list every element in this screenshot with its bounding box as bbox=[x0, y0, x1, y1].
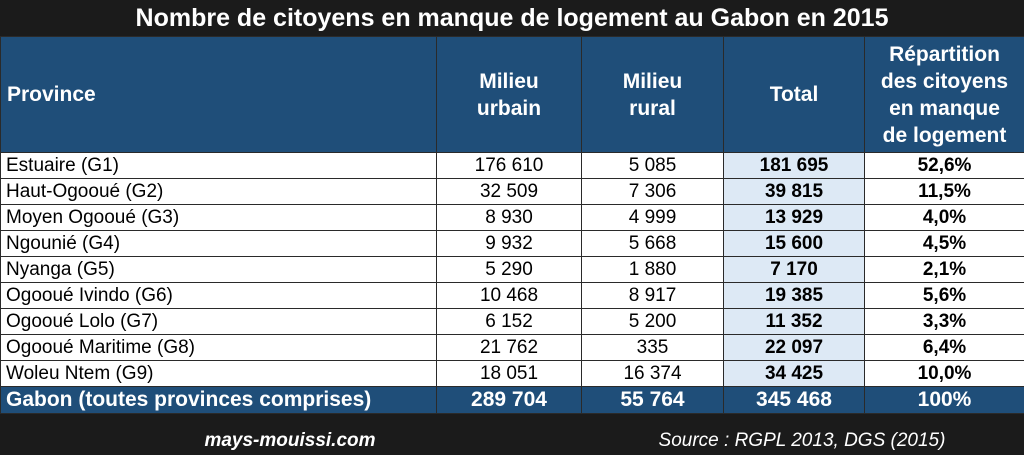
cell-urbain: 21 762 bbox=[436, 334, 582, 361]
cell-share: 6,4% bbox=[864, 334, 1024, 361]
table-row: Estuaire (G1) 176 610 5 085 181 695 52,6… bbox=[0, 152, 1024, 179]
table-row: Woleu Ntem (G9) 18 051 16 374 34 425 10,… bbox=[0, 360, 1024, 387]
cell-rural: 1 880 bbox=[581, 256, 724, 283]
cell-rural: 335 bbox=[581, 334, 724, 361]
cell-province: Ogooué Ivindo (G6) bbox=[0, 282, 437, 309]
cell-rural: 8 917 bbox=[581, 282, 724, 309]
cell-total: 34 425 bbox=[723, 360, 865, 387]
cell-province: Ogooué Lolo (G7) bbox=[0, 308, 437, 335]
cell-urbain: 5 290 bbox=[436, 256, 582, 283]
cell-province: Haut-Ogooué (G2) bbox=[0, 178, 437, 205]
cell-urbain: 8 930 bbox=[436, 204, 582, 231]
totals-row: Gabon (toutes provinces comprises) 289 7… bbox=[0, 386, 1024, 414]
cell-rural: 5 085 bbox=[581, 152, 724, 179]
cell-share: 2,1% bbox=[864, 256, 1024, 283]
cell-total: 22 097 bbox=[723, 334, 865, 361]
cell-share: 4,0% bbox=[864, 204, 1024, 231]
column-header-total: Total bbox=[723, 36, 865, 153]
cell-urbain: 176 610 bbox=[436, 152, 582, 179]
cell-province: Nyanga (G5) bbox=[0, 256, 437, 283]
page-title: Nombre de citoyens en manque de logement… bbox=[135, 4, 889, 32]
cell-province: Woleu Ntem (G9) bbox=[0, 360, 437, 387]
column-header-share-line-1: Répartition bbox=[889, 42, 1000, 66]
column-header-urbain: Milieu urbain bbox=[436, 36, 582, 153]
column-header-urbain-line-1: Milieu bbox=[479, 69, 539, 93]
cell-rural: 7 306 bbox=[581, 178, 724, 205]
cell-total: 181 695 bbox=[723, 152, 865, 179]
cell-share: 3,3% bbox=[864, 308, 1024, 335]
cell-share: 10,0% bbox=[864, 360, 1024, 387]
column-header-share-line-2: des citoyens bbox=[880, 69, 1009, 93]
cell-province: Ngounié (G4) bbox=[0, 230, 437, 257]
column-header-rural: Milieu rural bbox=[581, 36, 724, 153]
cell-urbain: 10 468 bbox=[436, 282, 582, 309]
cell-total: 15 600 bbox=[723, 230, 865, 257]
column-header-share-line-4: de logement bbox=[882, 123, 1007, 147]
table-row: Haut-Ogooué (G2) 32 509 7 306 39 815 11,… bbox=[0, 178, 1024, 205]
table-row: Ogooué Ivindo (G6) 10 468 8 917 19 385 5… bbox=[0, 282, 1024, 309]
column-header-urbain-line-2: urbain bbox=[476, 96, 542, 120]
cell-province: Ogooué Maritime (G8) bbox=[0, 334, 437, 361]
cell-share: 52,6% bbox=[864, 152, 1024, 179]
totals-rural: 55 764 bbox=[581, 386, 724, 414]
cell-urbain: 9 932 bbox=[436, 230, 582, 257]
column-header-rural-line-1: Milieu bbox=[622, 69, 683, 93]
table-row: Moyen Ogooué (G3) 8 930 4 999 13 929 4,0… bbox=[0, 204, 1024, 231]
cell-total: 11 352 bbox=[723, 308, 865, 335]
column-header-province: Province bbox=[0, 36, 437, 153]
cell-total: 19 385 bbox=[723, 282, 865, 309]
cell-total: 7 170 bbox=[723, 256, 865, 283]
table-row: Ngounié (G4) 9 932 5 668 15 600 4,5% bbox=[0, 230, 1024, 257]
totals-share: 100% bbox=[864, 386, 1024, 414]
cell-rural: 4 999 bbox=[581, 204, 724, 231]
cell-share: 4,5% bbox=[864, 230, 1024, 257]
data-table: Province Milieu urbain Milieu rural Tota… bbox=[0, 36, 1024, 414]
cell-province: Moyen Ogooué (G3) bbox=[0, 204, 437, 231]
column-header-share-line-3: en manque bbox=[889, 96, 1000, 120]
column-header-share: Répartition des citoyens en manque de lo… bbox=[864, 36, 1024, 153]
cell-rural: 16 374 bbox=[581, 360, 724, 387]
column-header-rural-line-2: rural bbox=[629, 96, 676, 120]
totals-province: Gabon (toutes provinces comprises) bbox=[0, 386, 437, 414]
table-row: Ogooué Lolo (G7) 6 152 5 200 11 352 3,3% bbox=[0, 308, 1024, 335]
cell-share: 11,5% bbox=[864, 178, 1024, 205]
cell-rural: 5 200 bbox=[581, 308, 724, 335]
cell-urbain: 18 051 bbox=[436, 360, 582, 387]
cell-total: 39 815 bbox=[723, 178, 865, 205]
cell-province: Estuaire (G1) bbox=[0, 152, 437, 179]
totals-urbain: 289 704 bbox=[436, 386, 582, 414]
footer: mays-mouissi.com Source : RGPL 2013, DGS… bbox=[0, 427, 1024, 455]
cell-urbain: 6 152 bbox=[436, 308, 582, 335]
source-note: Source : RGPL 2013, DGS (2015) bbox=[658, 430, 946, 451]
cell-rural: 5 668 bbox=[581, 230, 724, 257]
totals-total: 345 468 bbox=[723, 386, 865, 414]
table-row: Nyanga (G5) 5 290 1 880 7 170 2,1% bbox=[0, 256, 1024, 283]
cell-urbain: 32 509 bbox=[436, 178, 582, 205]
table-row: Ogooué Maritime (G8) 21 762 335 22 097 6… bbox=[0, 334, 1024, 361]
cell-share: 5,6% bbox=[864, 282, 1024, 309]
header-row: Province Milieu urbain Milieu rural Tota… bbox=[0, 36, 1024, 153]
site-credit: mays-mouissi.com bbox=[204, 430, 376, 451]
cell-total: 13 929 bbox=[723, 204, 865, 231]
